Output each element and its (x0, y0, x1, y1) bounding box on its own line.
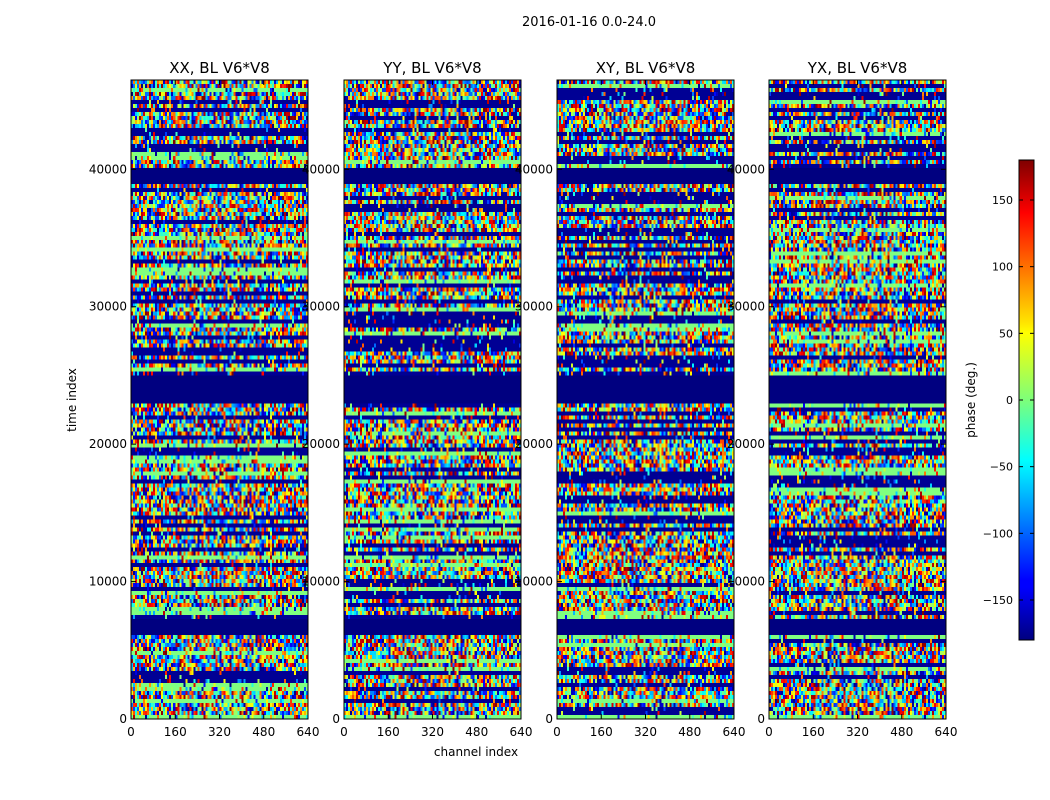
y-tick-label: 40000 (302, 162, 340, 176)
x-tick-label: 320 (421, 725, 444, 739)
panel-title: XY, BL V6*V8 (596, 59, 696, 77)
x-tick-label: 160 (377, 725, 400, 739)
y-tick-label: 10000 (515, 575, 553, 589)
panel-xx: XX, BL V6*V8 0 160 320 480 640 0 10000 20000 3000… (89, 59, 320, 739)
colorbar-tick-label: 0 (1006, 394, 1013, 407)
colorbar-tick-label: 150 (992, 194, 1013, 207)
heatmap-yy (344, 80, 521, 719)
x-tick-label: 160 (590, 725, 613, 739)
heatmap-yx (769, 80, 946, 719)
colorbar-tick-label: −50 (990, 461, 1013, 474)
y-tick-label: 30000 (89, 300, 127, 314)
x-tick-label: 0 (340, 725, 348, 739)
y-tick-label: 0 (757, 712, 765, 726)
y-tick-label: 20000 (727, 437, 765, 451)
heatmap-xy (557, 80, 734, 719)
y-tick-label: 40000 (515, 162, 553, 176)
colorbar-tick-label: 50 (999, 327, 1013, 340)
colorbar-tick-label: −100 (983, 527, 1013, 540)
x-tick-label: 160 (802, 725, 825, 739)
x-tick-label: 480 (890, 725, 913, 739)
x-tick-label: 480 (252, 725, 275, 739)
x-axis-label: channel index (434, 745, 518, 759)
colorbar-label: phase (deg.) (964, 362, 978, 438)
y-tick-label: 10000 (89, 575, 127, 589)
x-tick-label: 640 (935, 725, 958, 739)
y-tick-label: 30000 (302, 300, 340, 314)
figure-title: 2016-01-16 0.0-24.0 (522, 15, 656, 30)
y-tick-label: 30000 (727, 300, 765, 314)
y-tick-label: 0 (545, 712, 553, 726)
heatmap-xx (131, 80, 308, 719)
y-tick-label: 30000 (515, 300, 553, 314)
y-tick-label: 0 (119, 712, 127, 726)
panel-title: XX, BL V6*V8 (169, 59, 270, 77)
y-tick-label: 10000 (727, 575, 765, 589)
x-tick-label: 0 (765, 725, 773, 739)
x-tick-label: 640 (723, 725, 746, 739)
x-tick-label: 320 (208, 725, 231, 739)
x-tick-label: 320 (846, 725, 869, 739)
y-tick-label: 20000 (89, 437, 127, 451)
y-tick-label: 20000 (515, 437, 553, 451)
y-tick-label: 40000 (727, 162, 765, 176)
panel-xy: XY, BL V6*V8 0 160 320 480 640 0 10000 20000 3000… (515, 59, 746, 739)
y-tick-label: 40000 (89, 162, 127, 176)
y-tick-label: 0 (332, 712, 340, 726)
x-tick-label: 0 (553, 725, 561, 739)
y-tick-label: 10000 (302, 575, 340, 589)
x-tick-label: 640 (297, 725, 320, 739)
x-tick-label: 480 (465, 725, 488, 739)
panels: XX, BL V6*V8 0 160 320 480 640 0 10000 20000 3000… (65, 59, 957, 759)
panel-yy: YY, BL V6*V8 0 160 320 480 640 0 10000 20000 3000… (302, 59, 533, 739)
x-tick-label: 640 (510, 725, 533, 739)
panel-yx: YX, BL V6*V8 0 160 320 480 640 0 10000 20000 3000… (727, 59, 958, 739)
panel-title: YY, BL V6*V8 (382, 59, 481, 77)
y-axis-label: time index (65, 368, 79, 432)
x-tick-label: 160 (164, 725, 187, 739)
x-tick-label: 320 (634, 725, 657, 739)
y-tick-label: 20000 (302, 437, 340, 451)
x-tick-label: 480 (678, 725, 701, 739)
colorbar-tick-label: 100 (992, 261, 1013, 274)
x-tick-label: 0 (127, 725, 135, 739)
colorbar: 150 100 50 0 −50 −100 −150 phase (deg.) (964, 159, 1035, 641)
colorbar-tick-label: −150 (983, 594, 1013, 607)
panel-title: YX, BL V6*V8 (807, 59, 908, 77)
